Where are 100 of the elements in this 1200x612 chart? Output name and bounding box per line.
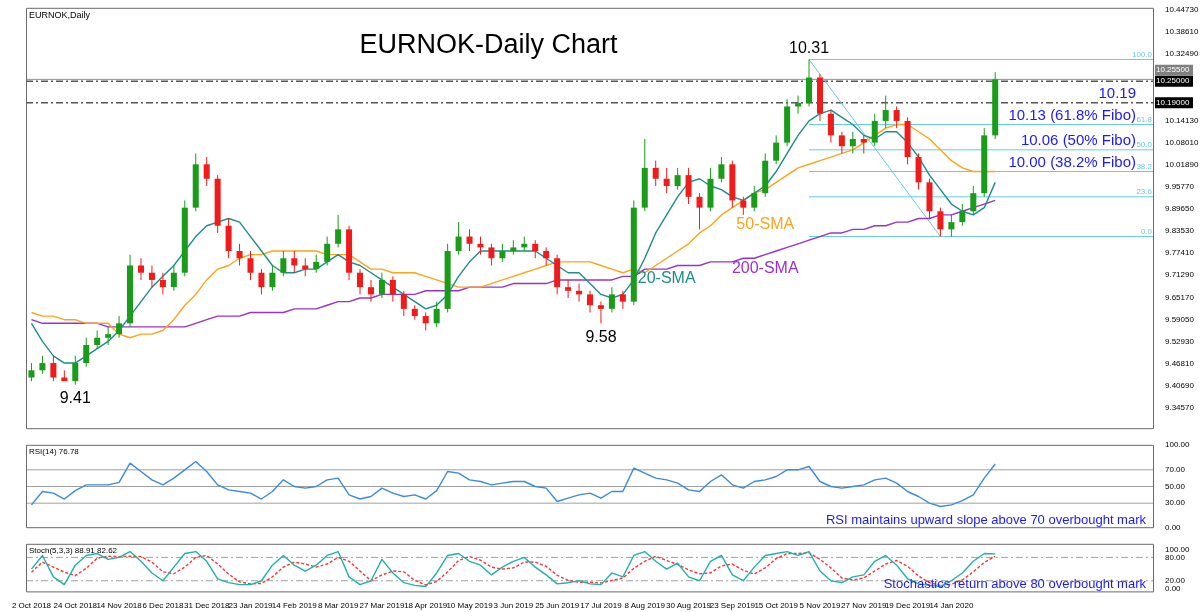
candlestick [959, 203, 966, 227]
y-tick-label: 100.00 [1165, 440, 1191, 449]
candlestick [751, 185, 758, 212]
candlestick [105, 326, 112, 346]
candlestick [269, 264, 276, 292]
candlestick [597, 301, 604, 324]
x-tick-label: 31 Dec 2018 [184, 601, 230, 611]
annotation: 9.41 [59, 389, 91, 407]
x-tick-label: 2 Oct 2018 [11, 601, 52, 611]
annotation: Stochastics return above 80 overbought mark [883, 576, 1147, 592]
x-tick-label: 19 Dec 2019 [884, 601, 931, 611]
candlestick [893, 105, 900, 129]
annotation: 10.13 (61.8% Fibo) [1008, 105, 1136, 123]
candlestick [543, 246, 550, 266]
candlestick [203, 156, 210, 187]
annotation: 10.00 (38.2% Fibo) [1008, 152, 1136, 170]
x-tick-label: 27 Mar 2019 [359, 601, 405, 611]
candlestick [619, 290, 626, 310]
y-tick-label: 9.71290 [1165, 270, 1195, 280]
ref-line-label: 10.25000 [1156, 76, 1190, 86]
x-tick-label: 14 Feb 2019 [271, 601, 318, 611]
x-tick-label: 18 Apr 2019 [404, 601, 448, 611]
x-tick-label: 23 Sep 2019 [709, 601, 756, 611]
candlestick [948, 214, 955, 238]
series-label: 200-SMA [731, 259, 799, 277]
candlestick [367, 279, 374, 303]
x-tick-label: 15 Oct 2019 [754, 601, 799, 611]
series-label: 20-SMA [637, 269, 696, 287]
candlestick [357, 268, 364, 295]
y-tick-label: 9.89650 [1165, 204, 1195, 214]
candlestick [389, 275, 396, 303]
x-tick-label: 25 Jun 2019 [535, 601, 580, 611]
x-tick-label: 14 Nov 2018 [96, 601, 143, 611]
candlestick [83, 337, 90, 368]
annotation: 0.0 [1140, 226, 1153, 236]
candlestick [236, 243, 243, 266]
y-tick-label: 9.59050 [1165, 314, 1195, 324]
candlestick [258, 268, 265, 295]
annotation: 10.19 [1098, 83, 1136, 101]
candlestick [422, 311, 429, 332]
candlestick [247, 250, 254, 281]
candlestick [838, 131, 845, 154]
candlestick [313, 254, 320, 274]
y-tick-label: 30.00 [1165, 498, 1186, 508]
candlestick [652, 160, 659, 187]
x-tick-label: 8 Aug 2019 [624, 601, 666, 611]
annotation: 38.2 [1136, 161, 1153, 171]
chart-subtitle: EURNOK,Daily [29, 9, 91, 20]
candlestick [532, 239, 539, 259]
candlestick [488, 243, 495, 266]
x-tick-label: 24 Oct 2018 [53, 601, 98, 611]
candlestick [586, 290, 594, 313]
candlestick [302, 257, 309, 277]
y-tick-label: 9.77410 [1165, 248, 1195, 258]
annotation: 10.06 (50% Fibo) [1020, 130, 1136, 148]
candlestick [335, 214, 342, 248]
annotation: 61.8 [1136, 114, 1153, 124]
candlestick [827, 109, 834, 144]
candlestick [291, 250, 298, 274]
candlestick [280, 250, 287, 277]
ref-line-label: 10.19000 [1156, 98, 1190, 108]
x-tick-label: 3 Jun 2019 [493, 601, 534, 611]
candlestick [773, 134, 780, 165]
y-tick-label: 9.40690 [1165, 381, 1195, 391]
ref-line-label: 10.25500 [1156, 65, 1190, 75]
x-tick-label: 30 Aug 2019 [666, 601, 712, 611]
y-tick-label: 50.00 [1165, 481, 1186, 491]
candlestick [696, 192, 703, 230]
annotation: 9.58 [585, 327, 617, 345]
candlestick [674, 167, 681, 191]
candlestick [116, 315, 123, 339]
annotation: 100.0 [1131, 49, 1153, 59]
candlestick [882, 95, 889, 129]
candlestick [499, 243, 506, 263]
series-label: 50-SMA [736, 214, 795, 232]
candlestick [970, 185, 977, 216]
candlestick [455, 221, 462, 256]
annotation: 10.31 [789, 38, 830, 56]
x-tick-label: 6 Dec 2018 [142, 601, 184, 611]
y-tick-label: 9.65170 [1165, 292, 1195, 302]
y-tick-label: 9.95770 [1165, 182, 1195, 192]
candlestick [937, 207, 944, 238]
candlestick [400, 290, 407, 317]
y-tick-label: 70.00 [1165, 465, 1186, 475]
candlestick [466, 228, 473, 252]
y-tick-label: 9.34570 [1165, 403, 1195, 413]
candlestick [433, 301, 440, 328]
candlestick [740, 196, 747, 216]
chart-title: RSI(14) 76.78 [29, 447, 80, 456]
candlestick [50, 355, 57, 382]
y-tick-label: 20.00 [1165, 575, 1186, 585]
chart-title: Stoch(5,3,3) 88.91 82.62 [29, 546, 118, 555]
text: EURNOK-Daily Chart [359, 29, 618, 60]
annotation: 50.0 [1136, 140, 1153, 150]
candlestick [565, 279, 572, 299]
candlestick [663, 167, 670, 194]
x-tick-label: 17 Jul 2019 [580, 601, 623, 611]
candlestick [608, 286, 615, 313]
candlestick [28, 362, 35, 382]
y-tick-label: 10.14130 [1165, 115, 1199, 125]
